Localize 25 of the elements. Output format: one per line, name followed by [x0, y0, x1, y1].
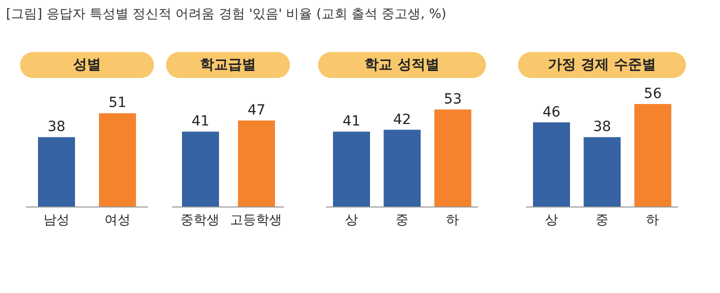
data-label: 51: [108, 95, 126, 112]
data-label: 53: [444, 92, 462, 108]
data-label: 47: [248, 102, 266, 119]
data-label: 42: [393, 112, 412, 128]
data-label: 38: [593, 119, 612, 136]
chart-title: 학교 성적별: [318, 52, 486, 78]
x-tick-label: 하: [446, 213, 460, 228]
data-label: 56: [644, 86, 662, 102]
text: [그림] 응답자 특성별 정신적 어려움 경험 '있음' 비율 (교회 출석 중고생, %): [6, 6, 446, 23]
x-tick-label: 중: [596, 213, 608, 228]
data-label: 38: [48, 119, 66, 136]
x-tick-label: 하: [646, 213, 660, 228]
data-label: 41: [342, 114, 360, 130]
x-tick-label: 중학생: [180, 213, 220, 228]
data-label: 46: [542, 104, 560, 120]
chart-title: 성별: [20, 52, 154, 78]
data-label: 41: [192, 114, 210, 130]
x-tick-label: 중: [396, 213, 408, 228]
x-tick-label: 고등학생: [230, 213, 282, 228]
x-tick-label: 남성: [44, 213, 70, 228]
x-tick-label: 여성: [104, 213, 130, 228]
x-tick-label: 상: [544, 213, 558, 228]
chart-title: 학교급별: [166, 52, 290, 78]
x-tick-label: 상: [344, 213, 358, 228]
chart-title: 가정 경제 수준별: [518, 52, 686, 78]
